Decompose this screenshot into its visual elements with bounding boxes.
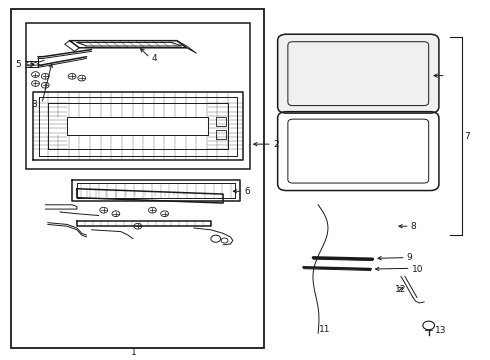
Text: 4: 4 [151, 54, 157, 63]
Text: 13: 13 [435, 326, 446, 335]
Text: 11: 11 [319, 324, 331, 333]
Bar [11, 9, 265, 347]
Bar [26, 23, 250, 169]
Text: 9: 9 [407, 253, 413, 262]
Bar [216, 117, 225, 126]
Text: 7: 7 [464, 132, 470, 141]
Text: 8: 8 [411, 222, 416, 231]
FancyBboxPatch shape [278, 34, 439, 113]
Bar [216, 130, 225, 139]
Text: 12: 12 [395, 285, 406, 294]
Text: 1: 1 [131, 348, 137, 357]
Text: 6: 6 [244, 187, 250, 196]
Text: 10: 10 [412, 265, 423, 274]
Text: 3: 3 [31, 100, 37, 109]
Text: 5: 5 [15, 60, 21, 69]
Text: 2: 2 [273, 140, 279, 149]
